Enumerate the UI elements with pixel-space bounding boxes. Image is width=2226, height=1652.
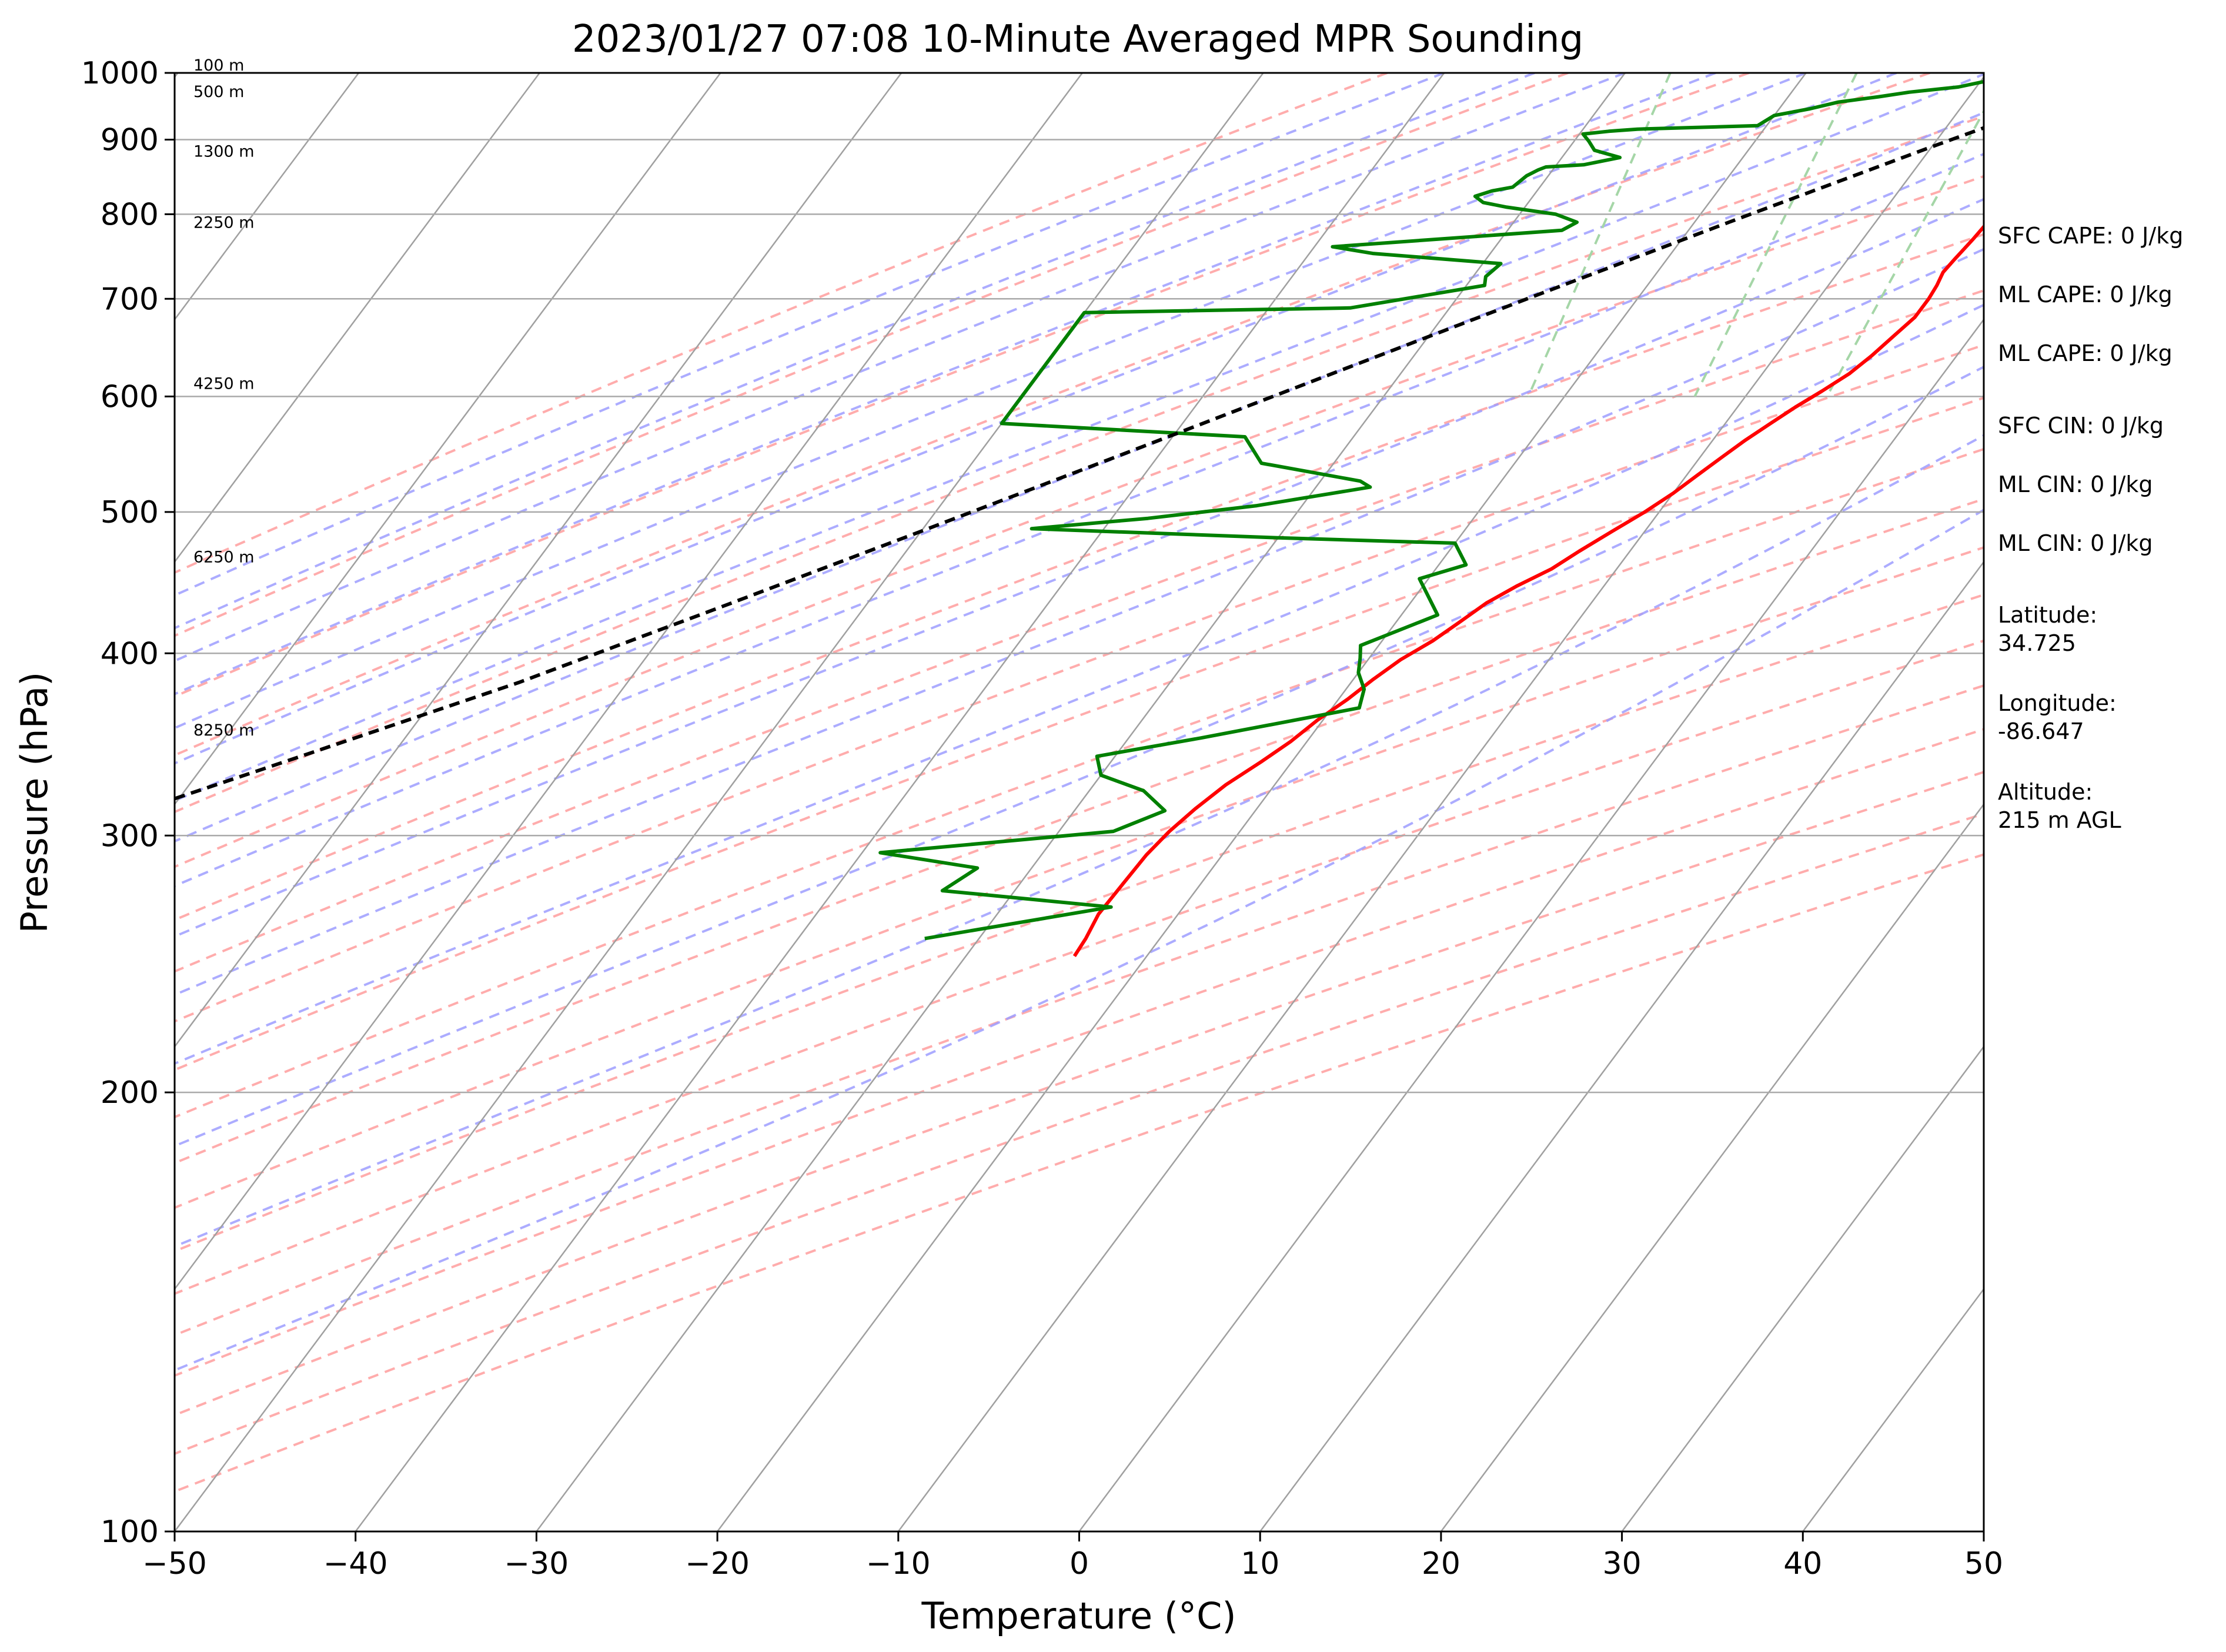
- parcel-profile: [175, 126, 1984, 801]
- panel-stat: ML CAPE: 0 J/kg: [1998, 340, 2172, 366]
- dry-adiabat: [175, 115, 1984, 814]
- isotherm: [175, 73, 540, 563]
- dry-adiabat: [175, 343, 1984, 1023]
- isotherm: [175, 73, 1264, 1531]
- panel-stat: SFC CIN: 0 J/kg: [1998, 413, 2164, 439]
- panel-field-value: 34.725: [1998, 630, 2076, 656]
- isotherm: [897, 76, 1984, 1531]
- y-tick-label: 200: [101, 1075, 159, 1111]
- moist-adiabat: [175, 434, 1984, 1248]
- x-tick-label: −10: [866, 1546, 931, 1581]
- y-tick-label: 100: [101, 1514, 159, 1550]
- moist-adiabat: [175, 73, 1626, 663]
- x-tick-label: 10: [1241, 1546, 1279, 1581]
- x-tick-label: −30: [504, 1546, 569, 1581]
- panel-stat: ML CIN: 0 J/kg: [1998, 530, 2153, 556]
- moist-adiabat: [175, 73, 1984, 802]
- dry-adiabat: [175, 684, 1984, 1337]
- y-tick-label: 500: [101, 495, 159, 530]
- x-axis-label: Temperature (°C): [921, 1594, 1236, 1637]
- panel-field-label: Latitude:: [1998, 602, 2097, 628]
- x-tick-label: −20: [685, 1546, 750, 1581]
- dry-adiabat: [175, 73, 1388, 574]
- panel-field-label: Longitude:: [1998, 690, 2117, 716]
- moist-adiabat: [175, 73, 1897, 765]
- x-tick-label: −40: [323, 1546, 388, 1581]
- isotherm: [1440, 803, 1984, 1531]
- dry-adiabat: [175, 771, 1984, 1417]
- moist-adiabat: [175, 248, 1984, 996]
- height-label: 6250 m: [193, 549, 255, 567]
- dry-adiabat: [175, 73, 1931, 757]
- moist-adiabat: [175, 509, 1984, 1372]
- y-tick-label: 300: [101, 818, 159, 854]
- moist-adiabat: [175, 303, 1984, 1065]
- moist-adiabat: [175, 73, 1807, 730]
- mixing-ratio-line: [1693, 73, 1858, 397]
- sounding-profiles: [175, 79, 1984, 958]
- isotherm: [1621, 1045, 1984, 1531]
- dry-adiabat: [175, 853, 1984, 1493]
- mixing-ratio-line: [1527, 73, 1672, 397]
- isotherm: [175, 73, 360, 321]
- height-label: 100 m: [193, 56, 244, 75]
- axis-ticks: −50 −40 −30 −20 −10 0 10 20 30 40 50 100 200 300 400 50…: [81, 56, 2003, 1581]
- height-labels: 100 m 500 m 1300 m 2250 m 4250 m 6250 m 8250 m: [193, 56, 255, 740]
- panel-field-value: -86.647: [1998, 718, 2084, 744]
- y-tick-label: 900: [101, 123, 159, 158]
- panel-stat: SFC CAPE: 0 J/kg: [1998, 223, 2183, 249]
- dewpoint-profile: [878, 79, 1984, 941]
- isotherm: [1078, 318, 1984, 1531]
- y-tick-label: 600: [101, 379, 159, 414]
- height-label: 1300 m: [193, 142, 255, 160]
- x-tick-label: 50: [1964, 1546, 2003, 1581]
- height-label: 8250 m: [193, 721, 255, 740]
- y-tick-label: 800: [101, 197, 159, 232]
- moist-adiabat: [175, 73, 1445, 597]
- y-tick-label: 400: [101, 636, 159, 671]
- chart-title: 2023/01/27 07:08 10-Minute Averaged MPR …: [572, 18, 1583, 61]
- x-tick-label: −50: [142, 1546, 207, 1581]
- x-tick-label: 40: [1783, 1546, 1822, 1581]
- dry-adiabat: [175, 497, 1984, 1165]
- isotherm: [1259, 560, 1984, 1531]
- isotherm: [717, 73, 1807, 1531]
- y-axis-label: Pressure (hPa): [13, 672, 56, 934]
- x-tick-label: 20: [1422, 1546, 1460, 1581]
- dry-adiabat: [175, 812, 1984, 1455]
- background-reference-lines: [175, 73, 1984, 1531]
- y-tick-label: 1000: [81, 56, 159, 91]
- dry-adiabat: [175, 546, 1984, 1209]
- isotherm: [175, 73, 903, 1048]
- moist-adiabat: [175, 111, 1984, 843]
- plot-frame: [173, 72, 1985, 1533]
- isotherm: [536, 73, 1626, 1531]
- x-tick-label: 30: [1603, 1546, 1642, 1581]
- moist-adiabat: [175, 198, 1984, 938]
- panel-field-value: 215 m AGL: [1998, 807, 2121, 833]
- moist-adiabat: [175, 152, 1984, 888]
- moist-adiabat: [175, 365, 1984, 1148]
- moist-adiabat: [175, 73, 1716, 695]
- dry-adiabat: [175, 289, 1984, 973]
- height-label: 500 m: [193, 83, 244, 101]
- isotherm: [175, 73, 721, 806]
- panel-field-label: Altitude:: [1998, 779, 2093, 805]
- temperature-profile: [1072, 224, 1984, 958]
- height-label: 4250 m: [193, 374, 255, 393]
- sounding-info-panel: SFC CAPE: 0 J/kg ML CAPE: 0 J/kg ML CAPE: …: [1998, 223, 2183, 833]
- panel-stat: ML CAPE: 0 J/kg: [1998, 282, 2172, 307]
- y-tick-label: 700: [101, 282, 159, 317]
- height-label: 2250 m: [193, 214, 255, 232]
- panel-stat: ML CIN: 0 J/kg: [1998, 471, 2153, 497]
- dry-adiabat: [175, 728, 1984, 1377]
- isotherm: [355, 73, 1445, 1531]
- mixing-ratio-line: [1826, 109, 1984, 397]
- x-tick-label: 0: [1069, 1546, 1089, 1581]
